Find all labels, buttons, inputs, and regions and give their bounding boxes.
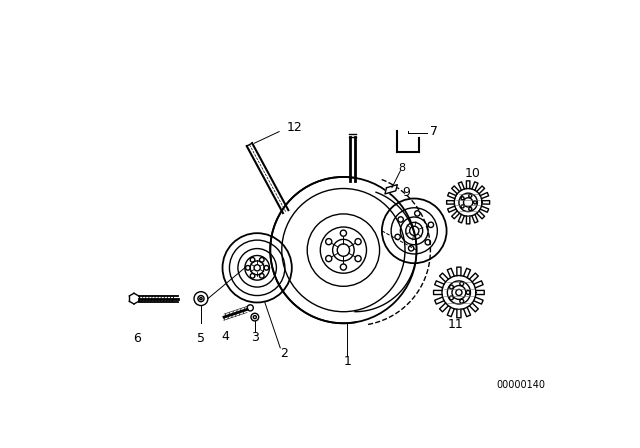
Polygon shape [385,185,397,194]
Text: 5: 5 [197,332,205,345]
Text: 10: 10 [465,167,481,180]
Text: 12: 12 [287,121,302,134]
Text: 00000140: 00000140 [496,380,545,390]
Text: 1: 1 [343,355,351,368]
Text: 8: 8 [398,163,406,173]
Text: 11: 11 [447,318,463,332]
Text: 4: 4 [221,330,230,343]
Text: 3: 3 [251,331,259,344]
Text: 6: 6 [133,332,141,345]
Text: 7: 7 [430,125,438,138]
Text: 9: 9 [403,186,410,199]
Text: 2: 2 [280,347,288,360]
